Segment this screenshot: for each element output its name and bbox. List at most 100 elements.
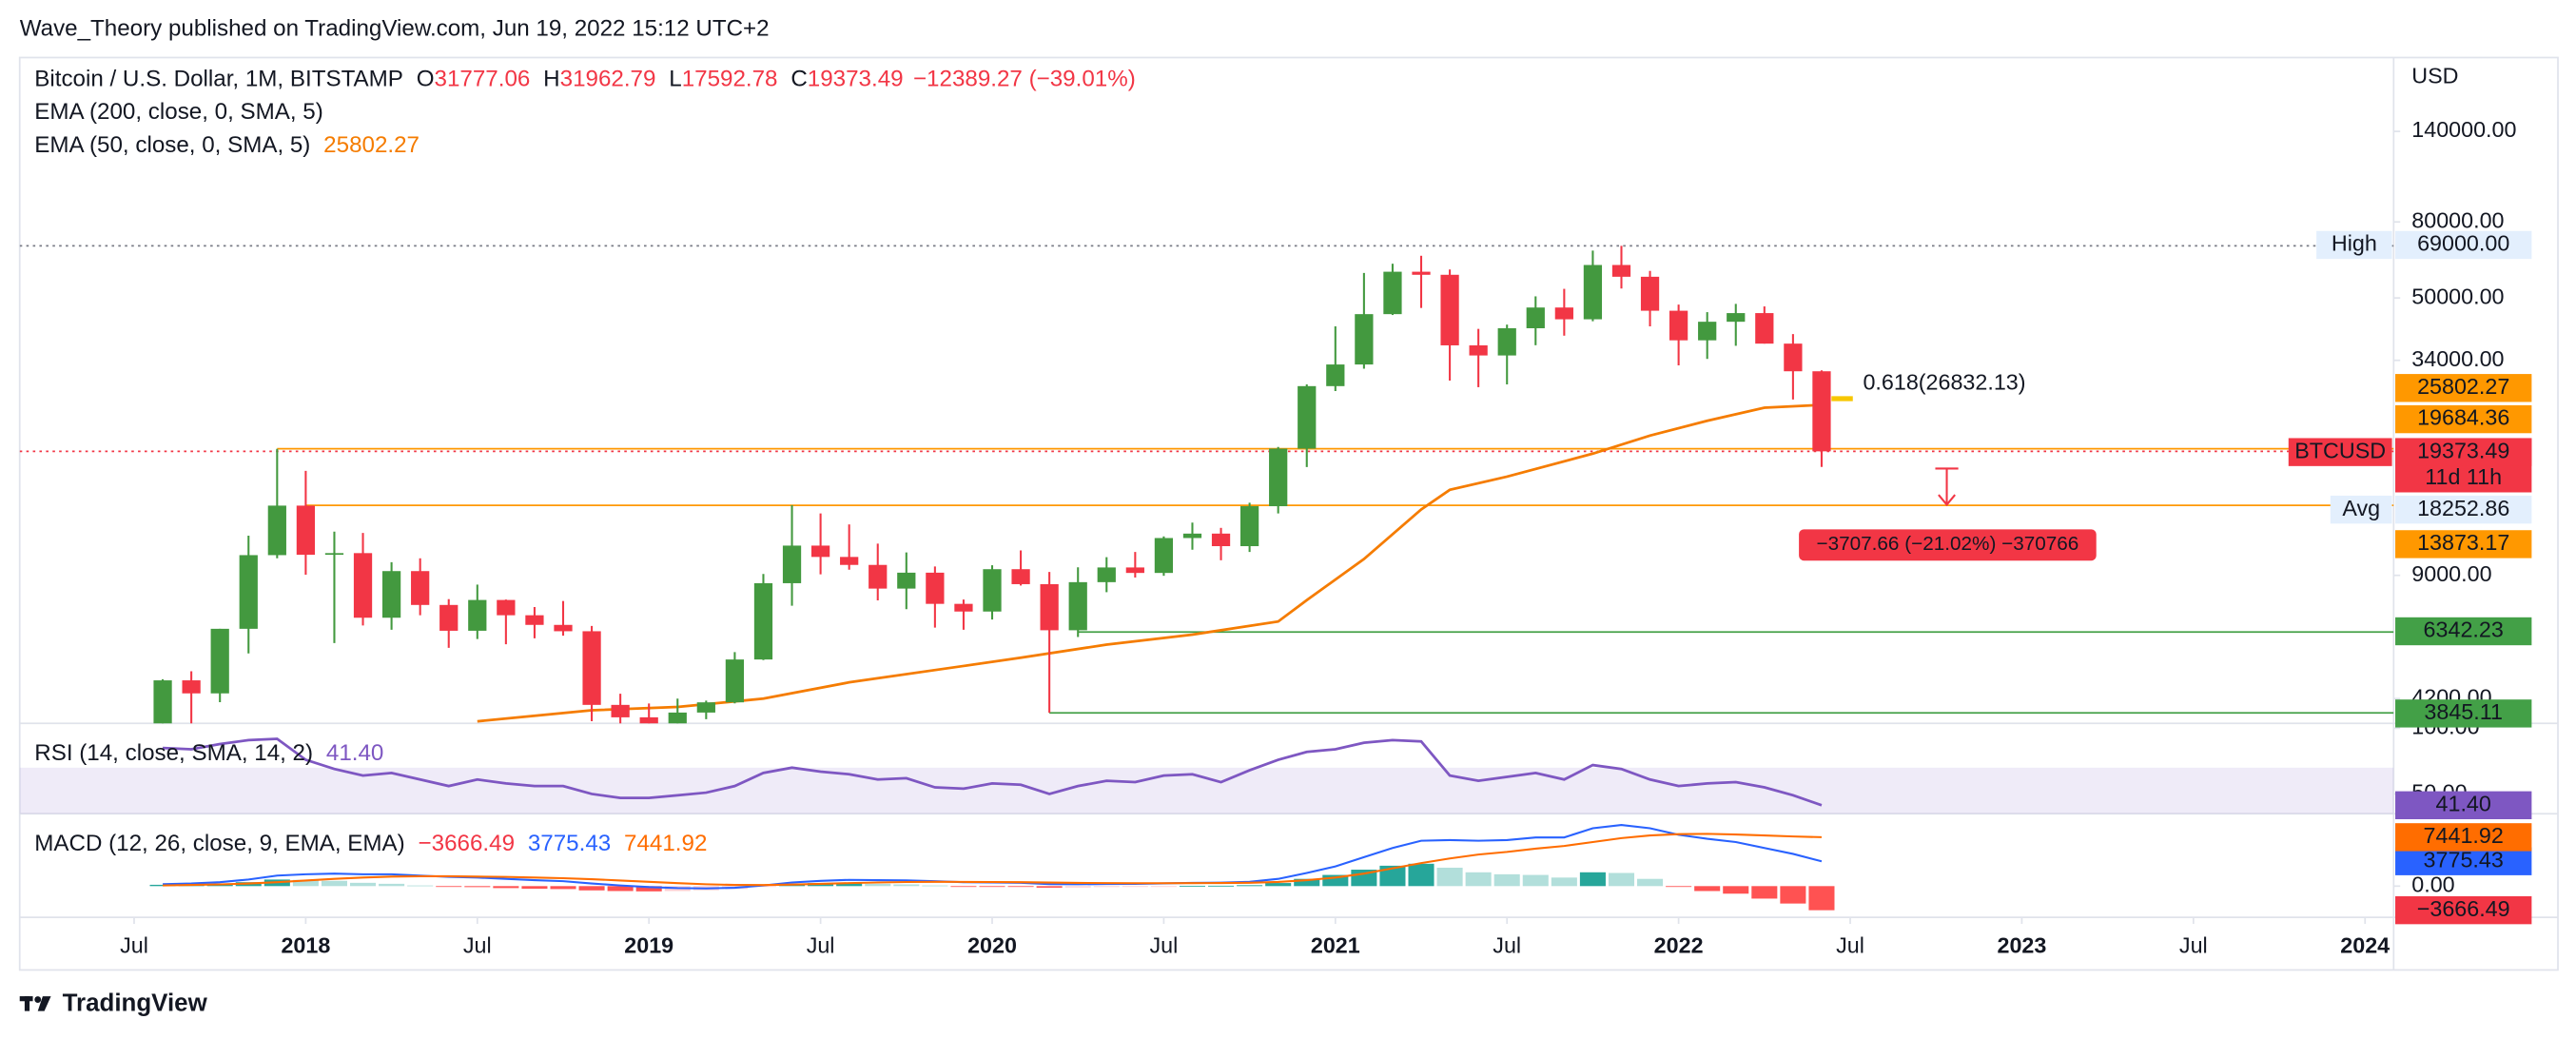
price-tag xyxy=(2395,791,2532,819)
candle-body xyxy=(1154,538,1174,574)
macd-histogram-bar xyxy=(521,886,548,890)
macd-histogram-bar xyxy=(1150,886,1177,888)
y-tick-label: 9000.00 xyxy=(2411,561,2491,586)
fib-label: 0.618(26832.13) xyxy=(1863,370,2025,395)
legend: RSI (14, close, SMA, 14, 2) 41.40 xyxy=(34,740,383,766)
candle-body xyxy=(296,505,316,556)
candle-body xyxy=(1497,327,1516,356)
price-unit: USD xyxy=(2411,63,2458,88)
price-tag-label: 19373.49 xyxy=(2417,438,2509,462)
macd-histogram-bar xyxy=(407,885,434,887)
macd-histogram-bar xyxy=(1064,886,1091,888)
price-tag xyxy=(2395,699,2532,728)
x-tick-label: 2019 xyxy=(624,932,673,957)
macd-histogram-bar xyxy=(1522,874,1549,887)
legend-item: H xyxy=(543,67,559,92)
candle-body xyxy=(1526,307,1545,328)
legend-item: EMA (200, close, 0, SMA, 5) xyxy=(34,100,323,126)
legend: MACD (12, 26, close, 9, EMA, EMA) −3666.4… xyxy=(34,832,707,857)
candle-body xyxy=(926,572,945,604)
price-tag-label: 41.40 xyxy=(2436,791,2491,815)
candle-body xyxy=(753,582,773,660)
candle-body xyxy=(411,571,430,605)
legend-item: O xyxy=(417,67,435,92)
candle-body xyxy=(1784,343,1803,372)
candle-body xyxy=(1097,567,1116,582)
measure-label: −3707.66 (−21.02%) −370766 xyxy=(1816,533,2078,555)
x-tick-label: 2021 xyxy=(1311,932,1360,957)
candle-body xyxy=(554,624,573,632)
price-tag xyxy=(2395,230,2532,260)
candle-body xyxy=(525,615,544,625)
macd-histogram-bar xyxy=(1637,878,1664,887)
macd-histogram-bar xyxy=(1237,885,1263,887)
macd-histogram-bar xyxy=(607,886,634,892)
candle-body xyxy=(1554,307,1573,320)
candle-body xyxy=(1412,271,1431,275)
macd-line xyxy=(163,833,1822,887)
x-tick-label: 2023 xyxy=(1997,932,2046,957)
legend-item: C xyxy=(790,67,807,92)
candle-body xyxy=(611,704,630,717)
candle-body xyxy=(239,555,258,629)
candle-body xyxy=(954,603,973,612)
candle-body xyxy=(1068,581,1087,631)
macd-histogram-bar xyxy=(1265,883,1292,887)
macd-histogram-bar xyxy=(1408,863,1434,887)
macd-histogram-bar xyxy=(1666,886,1692,888)
macd-histogram-bar xyxy=(1808,886,1835,911)
price-tag xyxy=(2395,404,2532,434)
macd-histogram-bar xyxy=(321,880,347,887)
macd-histogram-bar xyxy=(1036,886,1063,888)
ema-line xyxy=(477,403,1823,723)
candle-body xyxy=(1440,274,1459,345)
legend-item: −12389.27 (−39.01%) xyxy=(913,67,1136,92)
macd-histogram-bar xyxy=(292,879,319,887)
price-tag-name: Avg xyxy=(2342,496,2380,520)
candle-body xyxy=(1211,533,1231,547)
candle-body xyxy=(1239,506,1259,547)
candle-body xyxy=(267,505,286,556)
price-tag xyxy=(2395,847,2532,875)
macd-histogram-bar xyxy=(1608,872,1635,887)
legend-item: EMA (50, close, 0, SMA, 5) xyxy=(34,132,310,158)
price-tag xyxy=(2395,617,2532,646)
x-tick-label: 2024 xyxy=(2340,932,2390,957)
price-tag-name: High xyxy=(2332,231,2377,256)
macd-histogram-bar xyxy=(379,883,405,887)
price-tag-label: 18252.86 xyxy=(2417,496,2509,520)
rsi-pane xyxy=(19,737,2394,814)
candle-body xyxy=(1669,310,1688,341)
legend-item: 41.40 xyxy=(326,740,383,766)
macd-histogram-bar xyxy=(635,886,662,892)
x-tick-label: Jul xyxy=(120,932,148,957)
candle-body xyxy=(1469,344,1488,356)
price-tag-label: 7441.92 xyxy=(2424,823,2504,848)
macd-histogram-bar xyxy=(1551,877,1577,887)
candle-body xyxy=(1298,385,1317,449)
macd-histogram-bar xyxy=(1322,874,1349,887)
candle-body xyxy=(182,680,201,694)
macd-histogram-bar xyxy=(836,882,863,887)
price-tag-name-box xyxy=(2288,438,2392,466)
macd-histogram-bar xyxy=(464,886,491,888)
macd-histogram-bar xyxy=(1436,867,1463,887)
price-tag xyxy=(2395,823,2532,852)
candle-body xyxy=(1182,533,1202,539)
x-tick-label: Jul xyxy=(1836,932,1864,957)
macd-histogram-bar xyxy=(578,886,605,891)
candle-body xyxy=(1383,271,1402,315)
candle-body xyxy=(324,553,344,556)
macd-histogram-bar xyxy=(1579,872,1606,887)
legend: EMA (50, close, 0, SMA, 5) 25802.27 xyxy=(34,132,420,158)
candle-body xyxy=(639,716,658,724)
candle-body xyxy=(1269,448,1288,507)
candle-body xyxy=(381,571,401,618)
macd-histogram-bar xyxy=(1751,886,1778,899)
macd-histogram-bar xyxy=(1465,872,1492,887)
macd-histogram-bar xyxy=(1122,886,1148,888)
x-tick-label: 2020 xyxy=(967,932,1017,957)
macd-histogram-bar xyxy=(750,886,777,888)
brand: TradingView xyxy=(63,990,208,1017)
